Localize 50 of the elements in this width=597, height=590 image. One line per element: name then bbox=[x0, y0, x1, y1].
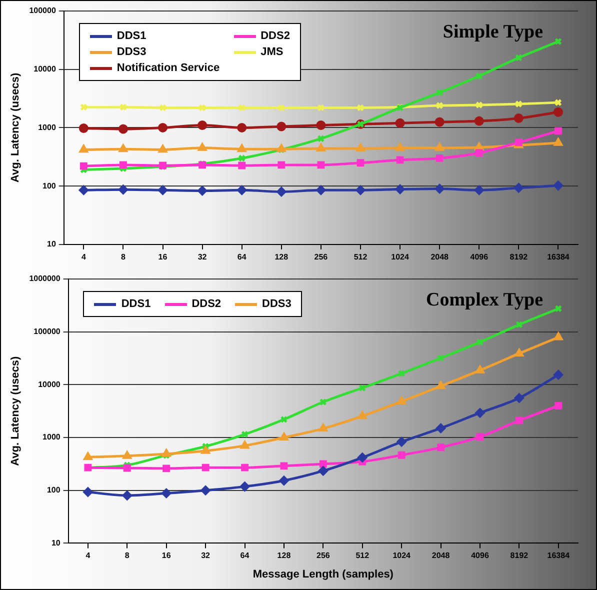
x-tick-label: 4096 bbox=[470, 252, 489, 262]
x-tick-label: 16384 bbox=[547, 551, 570, 560]
y-tick-label: 1000 bbox=[42, 432, 61, 442]
x-tick-label: 4 bbox=[86, 551, 91, 560]
x-tick-label: 512 bbox=[354, 252, 368, 262]
x-tick-label: 2048 bbox=[432, 551, 450, 560]
legend-label: DDS2 bbox=[192, 298, 222, 310]
x-tick-label: 1024 bbox=[392, 551, 412, 560]
x-tick-label: 8 bbox=[120, 252, 126, 262]
legend-label: DDS2 bbox=[260, 30, 290, 42]
x-tick-label: 16384 bbox=[547, 252, 570, 262]
y-tick-label: 100 bbox=[46, 486, 61, 495]
y-tick-label: 10000 bbox=[38, 380, 61, 389]
y-tick-label: 10 bbox=[46, 240, 56, 249]
legend-label: DDS1 bbox=[121, 298, 151, 310]
y-tick-label: 100000 bbox=[29, 6, 56, 16]
legend-label: JMS bbox=[260, 46, 284, 58]
legend-label: Notification Service bbox=[116, 62, 220, 74]
x-tick-label: 32 bbox=[201, 551, 211, 560]
x-axis-title: Message Length (samples) bbox=[252, 568, 394, 580]
y-tick-label: 10 bbox=[51, 538, 61, 548]
x-tick-label: 512 bbox=[356, 551, 370, 560]
y-tick-label: 100000 bbox=[34, 327, 61, 336]
x-tick-label: 4 bbox=[81, 252, 86, 262]
x-tick-label: 8 bbox=[124, 551, 130, 560]
y-tick-label: 1000 bbox=[38, 122, 56, 132]
x-tick-label: 128 bbox=[277, 551, 292, 560]
y-axis-title: Avg. Latency (usecs) bbox=[10, 356, 22, 466]
x-tick-label: 16 bbox=[162, 551, 172, 560]
y-tick-label: 100 bbox=[42, 181, 56, 190]
x-tick-label: 8192 bbox=[510, 551, 529, 560]
x-tick-label: 128 bbox=[274, 252, 289, 262]
x-tick-label: 32 bbox=[198, 252, 208, 262]
x-tick-label: 256 bbox=[316, 551, 330, 560]
text: Simple Type bbox=[442, 21, 543, 42]
x-tick-label: 1024 bbox=[391, 252, 410, 262]
x-tick-label: 16 bbox=[158, 252, 168, 262]
y-tick-label: 1000000 bbox=[29, 274, 61, 284]
x-tick-label: 8192 bbox=[510, 252, 528, 262]
x-tick-label: 2048 bbox=[430, 252, 450, 262]
text: Complex Type bbox=[426, 289, 543, 310]
y-axis-title: Avg. Latency (usecs) bbox=[10, 72, 22, 183]
y-tick-label: 10000 bbox=[34, 64, 56, 74]
x-tick-label: 64 bbox=[237, 252, 247, 262]
x-tick-label: 64 bbox=[240, 551, 250, 560]
legend-label: DDS3 bbox=[262, 298, 292, 310]
legend-label: DDS3 bbox=[116, 46, 146, 58]
legend-label: DDS1 bbox=[116, 30, 146, 42]
x-tick-label: 4096 bbox=[471, 551, 490, 560]
x-tick-label: 256 bbox=[314, 252, 328, 262]
